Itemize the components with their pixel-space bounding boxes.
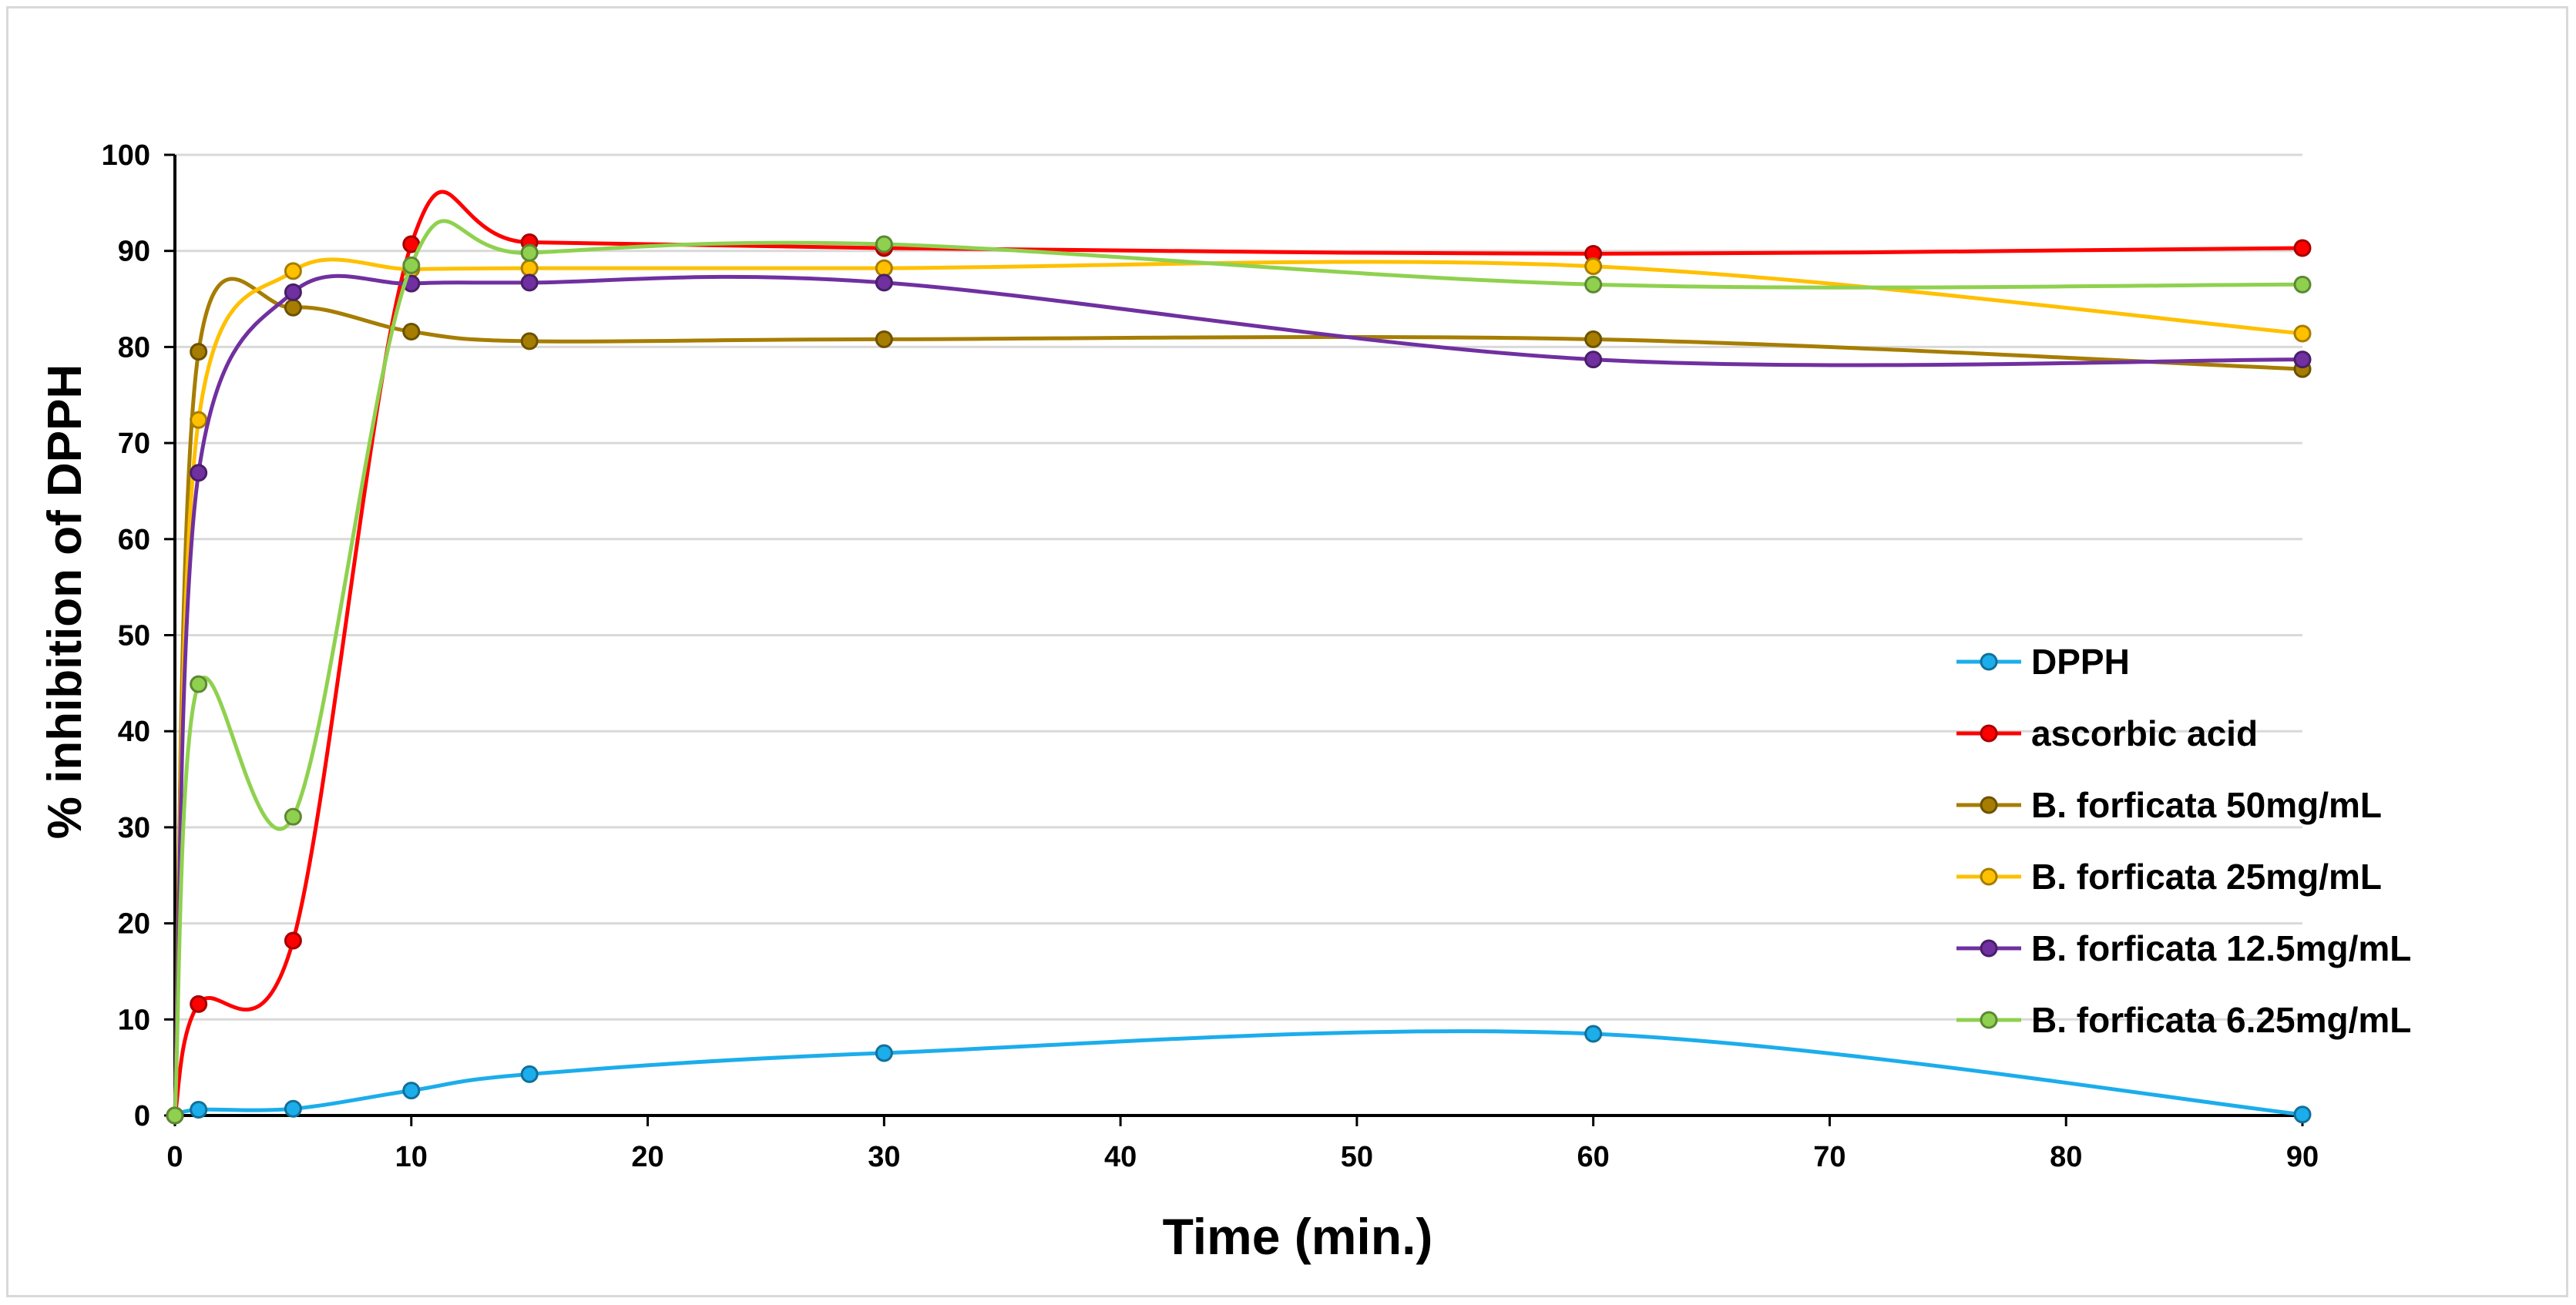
x-tick-label: 20 [631,1141,663,1173]
legend: DPPH ascorbic acid B. forficata 50mg/mL B. … [1956,642,2411,1040]
y-tick-label: 30 [118,812,150,844]
series-dpph [166,1025,2312,1125]
series-line-b-forficata-12-5mg-ml [173,273,2305,1118]
data-point-ascorbic-acid-1 [190,995,208,1013]
y-tick-label: 10 [118,1004,150,1036]
axes [164,153,2304,1126]
series-line-b-forficata-50mg-ml [173,277,2305,1118]
data-point-b-forficata-12-5mg-ml-1 [190,464,208,482]
x-tick-labels: 0 10 20 30 40 50 60 70 80 90 [166,1141,2319,1173]
data-point-b-forficata-6-25mg-ml-1 [190,675,208,693]
x-tick-label: 90 [2286,1141,2319,1173]
series-b-forficata-12-5mg-ml [166,273,2312,1125]
data-point-b-forficata-6-25mg-ml-90 [2293,275,2312,294]
data-point-b-forficata-12-5mg-ml-30 [875,273,893,292]
data-point-ascorbic-acid-90 [2293,239,2312,257]
data-point-dpph-90 [2293,1105,2312,1124]
legend-marker [1980,939,1998,958]
x-tick-label: 30 [868,1141,900,1173]
data-point-b-forficata-12-5mg-ml-15 [520,273,539,292]
legend-item-ascorbic-acid: ascorbic acid [1956,713,2258,753]
y-tick-label: 100 [102,139,150,172]
y-tick-label: 80 [118,331,150,364]
data-point-dpph-1 [190,1101,208,1119]
x-tick-label: 40 [1104,1141,1137,1173]
y-axis-title: % inhibition of DPPH [39,364,92,840]
data-point-b-forficata-25mg-ml-60 [1584,257,1603,276]
data-point-b-forficata-25mg-ml-5 [284,262,302,280]
data-point-b-forficata-6-25mg-ml-0 [166,1106,184,1125]
data-point-b-forficata-6-25mg-ml-5 [284,807,302,826]
legend-label: DPPH [2031,642,2130,682]
y-tick-label: 20 [118,908,150,941]
legend-item-b-forficata-50mg-ml: B. forficata 50mg/mL [1956,785,2382,825]
x-tick-label: 10 [395,1141,428,1173]
data-point-b-forficata-50mg-ml-5 [284,298,302,317]
data-point-b-forficata-6-25mg-ml-60 [1584,275,1603,294]
data-point-b-forficata-50mg-ml-30 [875,330,893,348]
series-b-forficata-50mg-ml [166,277,2312,1125]
x-tick-label: 0 [166,1141,183,1173]
chart-frame: 0 10 20 30 40 50 60 70 80 90 100 0 10 20 30 40 50 60 70 80… [6,6,2568,1297]
y-tick-label: 50 [118,620,150,652]
legend-marker [1980,796,1998,814]
legend-label: B. forficata 50mg/mL [2031,785,2382,825]
data-point-b-forficata-12-5mg-ml-90 [2293,351,2312,369]
data-point-b-forficata-12-5mg-ml-5 [284,283,302,301]
y-tick-label: 90 [118,236,150,268]
series-line-b-forficata-25mg-ml [173,257,2305,1118]
data-point-b-forficata-6-25mg-ml-15 [520,243,539,262]
data-point-b-forficata-6-25mg-ml-10 [402,256,421,274]
data-point-b-forficata-25mg-ml-1 [190,411,208,429]
data-point-b-forficata-50mg-ml-10 [402,322,421,341]
data-point-b-forficata-25mg-ml-15 [520,259,539,277]
line-chart: 0 10 20 30 40 50 60 70 80 90 100 0 10 20 30 40 50 60 70 80… [39,139,2411,1265]
data-point-dpph-15 [520,1065,539,1083]
data-point-b-forficata-50mg-ml-1 [190,343,208,361]
data-point-b-forficata-25mg-ml-90 [2293,324,2312,343]
data-point-dpph-60 [1584,1025,1603,1043]
series-line-ascorbic-acid [173,190,2305,1118]
series-b-forficata-25mg-ml [166,257,2312,1125]
legend-label: B. forficata 6.25mg/mL [2031,1000,2411,1040]
y-tick-label: 0 [134,1100,150,1132]
data-point-dpph-5 [284,1099,302,1118]
legend-marker [1980,652,1998,671]
x-tick-label: 70 [1813,1141,1846,1173]
series-b-forficata-6-25mg-ml [166,219,2312,1125]
legend-marker [1980,724,1998,743]
x-tick-label: 60 [1577,1141,1610,1173]
data-point-dpph-10 [402,1082,421,1100]
y-tick-label: 70 [118,428,150,460]
data-point-dpph-30 [875,1044,893,1062]
data-point-b-forficata-50mg-ml-60 [1584,330,1603,348]
legend-label: ascorbic acid [2031,713,2258,753]
data-point-b-forficata-50mg-ml-15 [520,332,539,351]
legend-item-b-forficata-6-25mg-ml: B. forficata 6.25mg/mL [1956,1000,2411,1040]
x-tick-label: 50 [1341,1141,1373,1173]
y-tick-label: 60 [118,524,150,556]
x-tick-label: 80 [2050,1141,2082,1173]
data-point-b-forficata-6-25mg-ml-30 [875,235,893,253]
y-tick-labels: 0 10 20 30 40 50 60 70 80 90 100 [102,139,150,1132]
x-axis-title: Time (min.) [1163,1208,1433,1265]
data-point-ascorbic-acid-5 [284,931,302,950]
data-point-b-forficata-25mg-ml-30 [875,259,893,277]
legend-marker [1980,867,1998,886]
legend-label: B. forficata 12.5mg/mL [2031,928,2411,968]
series [166,190,2312,1125]
series-line-dpph [173,1029,2305,1118]
y-tick-label: 40 [118,716,150,748]
data-point-b-forficata-12-5mg-ml-60 [1584,351,1603,369]
legend-label: B. forficata 25mg/mL [2031,857,2382,897]
legend-marker [1980,1011,1998,1029]
legend-item-dpph: DPPH [1956,642,2130,682]
legend-item-b-forficata-12-5mg-ml: B. forficata 12.5mg/mL [1956,928,2411,968]
legend-item-b-forficata-25mg-ml: B. forficata 25mg/mL [1956,857,2382,897]
